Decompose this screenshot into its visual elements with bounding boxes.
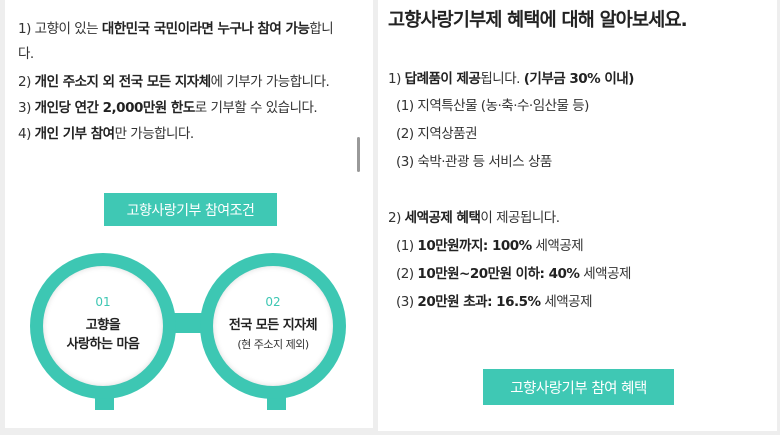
text: 4)	[18, 126, 35, 142]
text-line: 다.	[18, 42, 34, 62]
text-line: 4) 개인 기부 참여만 가능합니다.	[18, 122, 194, 142]
circle-number: 01	[95, 295, 111, 309]
circle-title: 사랑하는 마음	[66, 337, 140, 352]
circle-title: 고향을	[85, 318, 121, 333]
bold-text: 20만원 초과: 16.5%	[417, 294, 541, 310]
text: 로 기부할 수 있습니다.	[194, 100, 318, 116]
circle-number: 02	[265, 295, 281, 309]
page-title: 고향사랑기부제 혜택에 대해 알아보세요.	[388, 10, 688, 31]
condition-circle-2: 02 전국 모든 지자체 (현 주소지 제외)	[200, 253, 346, 399]
text: 다.	[18, 46, 34, 62]
benefits-panel: 고향사랑기부제 혜택에 대해 알아보세요. 1) 답례품이 제공됩니다. (기부…	[378, 0, 777, 431]
text: (1) 지역특산물 (농·축·수·임산물 등)	[396, 98, 589, 114]
participation-conditions-button[interactable]: 고향사랑기부 참여조건	[104, 193, 277, 226]
text: 2)	[18, 74, 35, 90]
text: (1)	[396, 238, 418, 254]
bold-text: 답례품이 제공	[404, 71, 481, 87]
text: 만 가능합니다.	[114, 126, 195, 142]
bold-text: (기부금 30% 이내)	[523, 71, 635, 87]
text: 에 기부가 가능합니다.	[210, 74, 330, 90]
text: 세액공제	[540, 294, 593, 310]
text: 3)	[18, 100, 35, 116]
text-line: (3) 20만원 초과: 16.5% 세액공제	[396, 290, 593, 310]
bold-text: 개인 주소지 외 전국 모든 지자체	[34, 74, 211, 90]
scrollbar[interactable]	[357, 137, 360, 172]
text: (3) 숙박·관광 등 서비스 상품	[396, 154, 552, 170]
bold-text: 10만원~20만원 이하: 40%	[417, 266, 580, 282]
text-line: 2) 세액공제 혜택이 제공됩니다.	[388, 206, 560, 226]
bold-text: 개인당 연간 2,000만원 한도	[34, 100, 196, 116]
text: (3)	[396, 294, 418, 310]
bold-text: 대한민국 국민이라면 누구나 참여 가능	[101, 21, 310, 37]
text-line: (3) 숙박·관광 등 서비스 상품	[396, 150, 552, 170]
text-line: (2) 10만원~20만원 이하: 40% 세액공제	[396, 262, 631, 282]
text-line: 1) 답례품이 제공됩니다. (기부금 30% 이내)	[388, 67, 634, 87]
text-line: (1) 지역특산물 (농·축·수·임산물 등)	[396, 94, 589, 114]
text: (2) 지역상품권	[396, 126, 478, 142]
bold-text: 세액공제 혜택	[404, 210, 481, 226]
text: 2)	[388, 210, 405, 226]
text: (2)	[396, 266, 418, 282]
text-line: (2) 지역상품권	[396, 122, 478, 142]
text: 1)	[388, 71, 405, 87]
text: 세액공제	[579, 266, 631, 282]
text-line: 3) 개인당 연간 2,000만원 한도로 기부할 수 있습니다.	[18, 96, 318, 116]
text-line: 1) 고향이 있는 대한민국 국민이라면 누구나 참여 가능합니	[18, 17, 334, 37]
text-line: (1) 10만원까지: 100% 세액공제	[396, 234, 584, 254]
text: 합니	[309, 21, 334, 37]
text: 1) 고향이 있는	[18, 21, 102, 37]
text: 됩니다.	[480, 71, 524, 87]
bold-text: 개인 기부 참여	[34, 126, 115, 142]
text: 이 제공됩니다.	[480, 210, 560, 226]
bold-text: 10만원까지: 100%	[417, 238, 532, 254]
circle-subtitle: (현 주소지 제외)	[237, 338, 309, 351]
participation-benefits-button[interactable]: 고향사랑기부 참여 혜택	[483, 369, 674, 405]
circle-title: 전국 모든 지자체	[228, 318, 318, 333]
text-line: 2) 개인 주소지 외 전국 모든 지자체에 기부가 가능합니다.	[18, 70, 330, 90]
text: 세액공제	[531, 238, 584, 254]
